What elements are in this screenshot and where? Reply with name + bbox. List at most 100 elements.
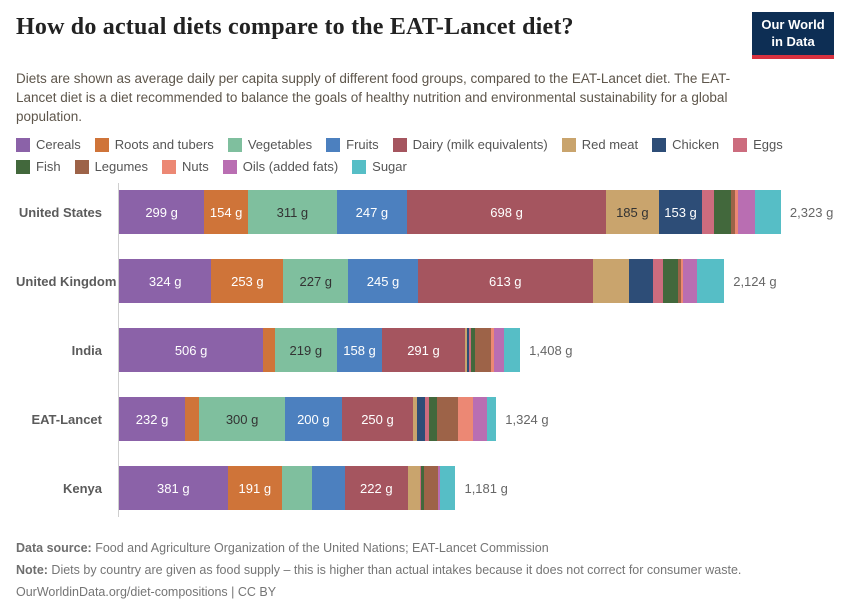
table-row: India 506 g 219 g 158 g 291 g 1,408 g (16, 328, 834, 373)
bar-segment-vegetables[interactable]: 227 g (283, 259, 349, 304)
bar-segment-oils[interactable] (438, 466, 441, 511)
legend-item-vegetables[interactable]: Vegetables (227, 137, 312, 152)
bar-segment-nuts[interactable] (490, 328, 494, 373)
legend-label: Roots and tubers (114, 137, 214, 153)
segment-value-label: 299 g (145, 204, 178, 220)
legend-item-fish[interactable]: Fish (16, 159, 61, 174)
bar-segment-cereals[interactable]: 232 g (119, 397, 186, 442)
bar-segment-fish[interactable] (429, 397, 437, 442)
bar-segment-fruits[interactable] (311, 466, 345, 511)
bar-segment-red_meat[interactable] (413, 397, 418, 442)
row-label-united-kingdom[interactable]: United Kingdom (16, 273, 117, 289)
bar-segment-fish[interactable] (662, 259, 679, 304)
row-label-kenya[interactable]: Kenya (62, 480, 102, 496)
bar-segment-chicken[interactable]: 153 g (658, 190, 703, 235)
bar-segment-dairy[interactable]: 222 g (344, 466, 408, 511)
bar-segment-eggs[interactable] (420, 466, 422, 511)
bar-segment-vegetables[interactable]: 300 g (199, 397, 285, 442)
bar-segment-red_meat[interactable]: 185 g (606, 190, 659, 235)
bar-segment-roots[interactable] (185, 397, 200, 442)
legend-item-cereals[interactable]: Cereals (16, 137, 81, 152)
bar-segment-chicken[interactable] (419, 466, 421, 511)
legend-item-legumes[interactable]: Legumes (74, 159, 148, 174)
bar-segment-eggs[interactable] (468, 328, 472, 373)
row-label-eat-lancet[interactable]: EAT-Lancet (31, 411, 102, 427)
bar-segment-cereals[interactable]: 299 g (119, 190, 205, 235)
bar-segment-fish[interactable] (471, 328, 476, 373)
bar-segment-sugar[interactable] (503, 328, 521, 373)
bar-segment-nuts[interactable] (681, 259, 683, 304)
row-label-india[interactable]: India (71, 342, 102, 358)
segment-value-label: 153 g (664, 204, 697, 220)
bar-segment-roots[interactable]: 253 g (211, 259, 284, 304)
bar-segment-legumes[interactable] (475, 328, 491, 373)
bar-segment-fish[interactable] (421, 466, 425, 511)
bar-segment-fish[interactable] (713, 190, 732, 235)
legend-item-oils[interactable]: Oils (added fats) (222, 159, 338, 174)
legend-item-roots[interactable]: Roots and tubers (94, 137, 214, 153)
bar-segment-chicken[interactable] (467, 328, 469, 373)
segment-value-label: 158 g (343, 342, 376, 358)
segment-value-label: 613 g (488, 273, 522, 289)
legend-item-sugar[interactable]: Sugar (352, 159, 407, 174)
bar-segment-roots[interactable] (263, 328, 275, 373)
bar-segment-red_meat[interactable] (592, 259, 630, 304)
bar-segment-oils[interactable] (682, 259, 698, 304)
table-row: EAT-Lancet 232 g 300 g 200 g 250 g 1,324 g (16, 397, 834, 442)
bar-segment-red_meat[interactable] (407, 466, 420, 511)
bar-segment-nuts[interactable] (735, 190, 739, 235)
bar-segment-dairy[interactable]: 698 g (407, 190, 606, 235)
bar-segment-cereals[interactable]: 381 g (119, 466, 228, 511)
bar-segment-sugar[interactable] (755, 190, 781, 235)
row-label-united-states[interactable]: United States (18, 204, 102, 220)
bar-segment-vegetables[interactable]: 219 g (274, 328, 337, 373)
bar-segment-oils[interactable] (738, 190, 756, 235)
legend-swatch-icon (652, 137, 667, 152)
bar-segment-fruits[interactable]: 158 g (337, 328, 383, 373)
bar-segment-fruits[interactable]: 200 g (284, 397, 342, 442)
bar-segment-red_meat[interactable] (464, 328, 468, 373)
legend-item-dairy[interactable]: Dairy (milk equivalents) (392, 137, 548, 152)
segment-value-label: 311 g (276, 204, 309, 220)
bar-segment-fruits[interactable]: 245 g (348, 259, 418, 304)
bar-segment-legumes[interactable] (731, 190, 736, 235)
bar-segment-sugar[interactable] (487, 397, 497, 442)
legend-label: Chicken (672, 137, 720, 153)
data-source-line: Data source: Food and Agriculture Organi… (16, 538, 834, 560)
data-source-label: Data source: (16, 541, 92, 556)
legend-item-nuts[interactable]: Nuts (162, 159, 209, 174)
bar-segment-fruits[interactable]: 247 g (336, 190, 408, 235)
bar-segment-eggs[interactable] (702, 190, 714, 235)
bar-segment-legumes[interactable] (437, 397, 459, 442)
bar-segment-eggs[interactable] (653, 259, 663, 304)
bar-segment-cereals[interactable]: 506 g (119, 328, 264, 373)
bar-segment-nuts[interactable] (458, 397, 473, 442)
bar-segment-cereals[interactable]: 324 g (119, 259, 212, 304)
owid-logo-line1: Our World (761, 17, 825, 32)
bar-segment-oils[interactable] (472, 397, 488, 442)
bar-segment-legumes[interactable] (424, 466, 438, 511)
bar-segment-eggs[interactable] (425, 397, 430, 442)
bar-segment-roots[interactable]: 154 g (204, 190, 249, 235)
bar-segment-chicken[interactable] (629, 259, 654, 304)
bar-segment-nuts[interactable] (437, 466, 439, 511)
bar-segment-legumes[interactable] (678, 259, 682, 304)
bar-segment-dairy[interactable]: 613 g (417, 259, 593, 304)
legend-item-chicken[interactable]: Chicken (652, 137, 719, 152)
legend-item-eggs[interactable]: Eggs (733, 137, 783, 152)
bar-segment-oils[interactable] (493, 328, 504, 373)
bar-segment-sugar[interactable] (697, 259, 725, 304)
bar-segment-vegetables[interactable] (282, 466, 312, 511)
stacked-bar: 324 g 253 g 227 g 245 g 613 g (119, 259, 725, 304)
legend-item-red_meat[interactable]: Red meat (561, 137, 638, 152)
bar-segment-dairy[interactable]: 291 g (382, 328, 465, 373)
citation-line[interactable]: OurWorldinData.org/diet-compositions | C… (16, 585, 277, 599)
bar-segment-sugar[interactable] (440, 466, 456, 511)
bar-segment-roots[interactable]: 191 g (227, 466, 282, 511)
bar-segment-chicken[interactable] (417, 397, 426, 442)
segment-value-label: 250 g (361, 411, 394, 427)
legend-item-fruits[interactable]: Fruits (326, 137, 379, 152)
bar-segment-vegetables[interactable]: 311 g (248, 190, 337, 235)
legend-swatch-icon (162, 159, 177, 174)
bar-segment-dairy[interactable]: 250 g (341, 397, 414, 442)
